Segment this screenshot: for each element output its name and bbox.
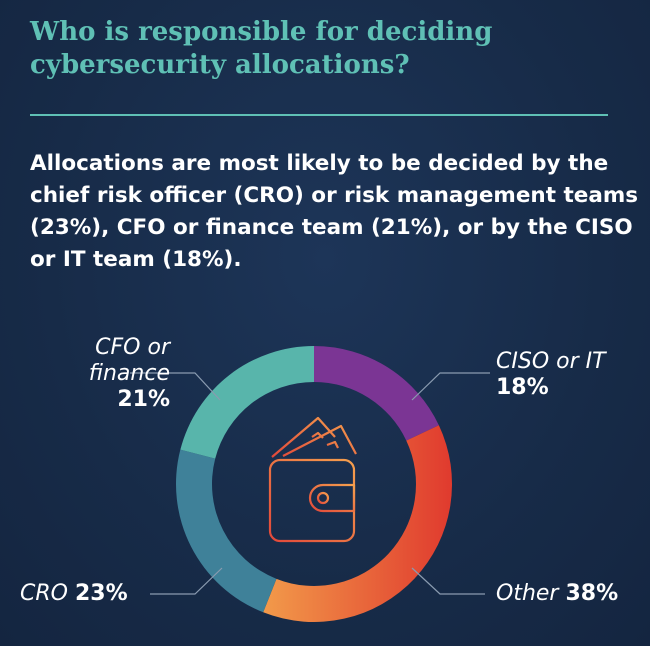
label-ciso: CISO or IT 18% xyxy=(496,349,626,401)
label-cfo-value: 21% xyxy=(117,387,170,412)
label-cro-name: CRO xyxy=(20,581,68,606)
label-cro-value: 23% xyxy=(74,581,128,606)
donut-slice-cro xyxy=(175,449,277,613)
leader-line-other xyxy=(411,567,485,595)
label-cro: CRO 23% xyxy=(20,581,128,607)
label-cfo-name: CFO or finance xyxy=(88,335,170,386)
label-ciso-name: CISO or IT xyxy=(496,349,606,374)
leader-line-cfo xyxy=(130,372,221,401)
leader-line-ciso xyxy=(411,372,490,401)
label-other-name: Other xyxy=(496,581,559,606)
wallet-with-cash-icon xyxy=(268,416,357,543)
label-cfo: CFO or finance 21% xyxy=(52,335,170,413)
label-ciso-value: 18% xyxy=(496,375,549,400)
summary-text: Allocations are most likely to be decide… xyxy=(30,151,639,272)
donut-slice-ciso-or-it xyxy=(314,346,439,441)
divider xyxy=(30,114,608,116)
page-title: Who is responsible for deciding cybersec… xyxy=(30,17,493,80)
leader-line-cro xyxy=(150,567,223,595)
donut-slice-cfo-or-finance xyxy=(180,346,314,459)
donut-slice-other xyxy=(263,425,452,622)
label-other: Other 38% xyxy=(496,581,618,607)
label-other-value: 38% xyxy=(565,581,619,606)
